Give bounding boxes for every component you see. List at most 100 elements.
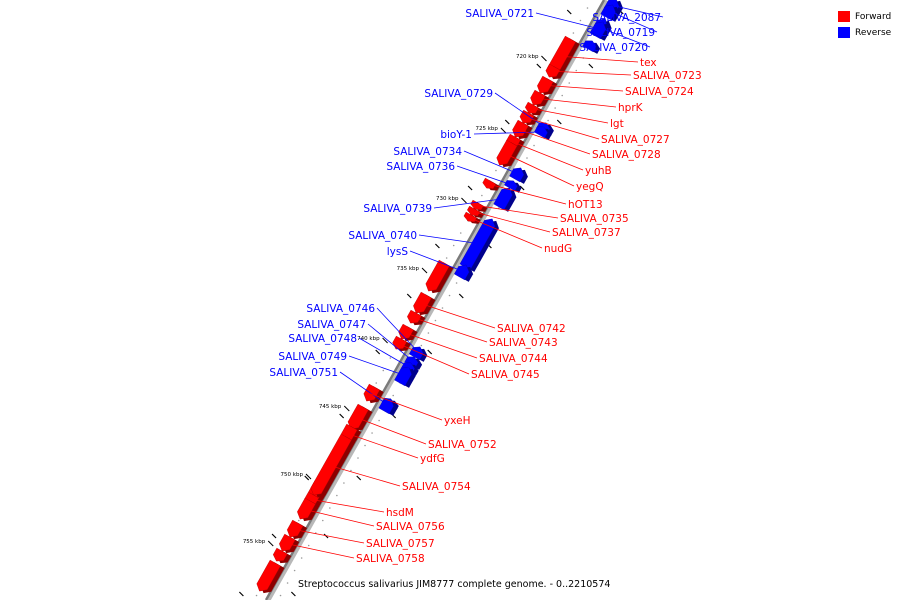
major-tick (290, 591, 296, 597)
gene-saliva_0742-label: SALIVA_0742 (497, 323, 566, 335)
major-tick (556, 119, 562, 125)
gene-saliva_0724-label: SALIVA_0724 (625, 86, 694, 98)
minor-tick (286, 582, 289, 584)
minor-tick (568, 82, 571, 84)
major-tick (339, 413, 345, 419)
minor-tick (561, 94, 564, 97)
gene-saliva_0719-leader (610, 11, 658, 33)
gene-feature (582, 40, 597, 53)
gene-hsdm-label: hsdM (386, 507, 414, 519)
gene-yxeh-leader (368, 392, 443, 421)
minor-tick (579, 19, 582, 22)
minor-tick (371, 432, 373, 434)
scale-label: 735 kbp (397, 266, 420, 272)
minor-tick (357, 457, 359, 459)
gene-lyss-label: lysS (387, 246, 409, 258)
gene-nudg-leader (467, 216, 543, 249)
minor-tick (392, 394, 395, 397)
major-tick (588, 63, 594, 69)
gene-feature (256, 559, 281, 592)
gene-ydfg-label: ydfG (420, 453, 445, 465)
major-tick (375, 349, 381, 355)
gene-saliva_0719-feature (600, 4, 616, 21)
gene-saliva_0739-label: SALIVA_0739 (363, 203, 432, 215)
gene-hot13-feature (482, 177, 496, 189)
minor-tick (293, 569, 296, 572)
major-tick (504, 119, 510, 125)
minor-tick (389, 357, 392, 359)
gene-yxeh-label: yxeH (444, 415, 470, 427)
major-tick (427, 349, 433, 355)
gene-saliva_0754-label: SALIVA_0754 (402, 481, 471, 493)
gene-saliva_0719-label: SALIVA_0719 (586, 27, 655, 39)
gene-saliva_0743-feature (407, 309, 422, 324)
gene-saliva_0754-feature (310, 433, 352, 496)
legend-forward: Forward (838, 9, 898, 24)
gene-saliva_0749-label: SALIVA_0749 (278, 351, 347, 363)
gene-saliva_0740-label: SALIVA_0740 (348, 230, 417, 242)
minor-tick (441, 307, 444, 309)
gene-saliva_0744-label: SALIVA_0744 (479, 353, 548, 365)
major-tick (356, 475, 362, 481)
gene-yuhb-label: yuhB (585, 165, 612, 177)
minor-tick (495, 169, 497, 172)
major-tick (566, 9, 572, 15)
scale-label: 745 kbp (319, 404, 342, 410)
major-tick (458, 293, 464, 299)
scale-tick (343, 405, 350, 412)
legend-forward-label: Forward (855, 11, 892, 22)
legend: Forward Reverse (838, 9, 898, 41)
gene-saliva_0723-feature (545, 63, 561, 78)
gene-saliva_0751-label: SALIVA_0751 (269, 367, 338, 379)
minor-tick (329, 507, 331, 509)
gene-hprk-label: hprK (618, 102, 644, 114)
minor-tick (321, 519, 324, 522)
gene-nudg-label: nudG (544, 243, 572, 255)
scale-label: 750 kbp (281, 472, 304, 478)
leader-layer (284, 5, 664, 559)
scale-tick (305, 473, 312, 480)
minor-tick (364, 444, 366, 447)
minor-tick (526, 157, 528, 159)
legend-reverse: Reverse (838, 25, 898, 40)
gene-saliva_0736-leader (456, 165, 514, 186)
gene-bioy-1-leader (473, 131, 544, 135)
gene-saliva_0723-label: SALIVA_0723 (633, 70, 702, 82)
tick-layer: 720 kbp 725 kbp 730 kbp 735 kbp 740 kbp 745 k… (238, 7, 624, 597)
gene-hsdm-leader (308, 498, 385, 513)
gene-hot13-label: hOT13 (568, 199, 603, 211)
minor-tick (575, 69, 578, 72)
gene-saliva_0751-feature (378, 398, 394, 415)
gene-saliva_0745-leader (396, 342, 470, 375)
gene-lgt-leader (529, 107, 609, 124)
major-tick (406, 293, 412, 299)
gene-saliva_0723-leader (550, 70, 632, 76)
gene-saliva_0729-label: SALIVA_0729 (424, 88, 493, 100)
minor-tick (255, 594, 258, 597)
minor-tick (420, 344, 423, 347)
feature-layer (256, 0, 623, 594)
gene-saliva_0740-feature (459, 218, 496, 271)
gene-saliva_0739-leader (433, 197, 507, 209)
gene-hprk-leader (534, 97, 617, 108)
forward-swatch (838, 11, 850, 22)
scale-label: 755 kbp (243, 539, 266, 545)
gene-feature (425, 259, 450, 292)
minor-tick (572, 32, 575, 34)
gene-saliva_0727-feature (519, 109, 535, 124)
minor-tick (382, 369, 385, 372)
genome-caption: Streptococcus salivarius JIM8777 complet… (298, 579, 611, 590)
gene-saliva_0756-label: SALIVA_0756 (376, 521, 445, 533)
gene-saliva_0727-label: SALIVA_0727 (601, 134, 670, 146)
gene-saliva_0749-leader (348, 355, 407, 377)
gene-yegq-leader (503, 152, 575, 187)
gene-saliva_0747-leader (367, 323, 415, 363)
gene-saliva_0736-label: SALIVA_0736 (386, 161, 455, 173)
gene-saliva_0756-leader (303, 508, 375, 527)
gene-yegq-feature (496, 139, 518, 166)
scale-label: 720 kbp (516, 54, 539, 60)
gene-tex-label: tex (640, 57, 657, 69)
scale-tick (382, 337, 388, 344)
minor-tick (279, 594, 282, 597)
gene-saliva_0728-label: SALIVA_0728 (592, 149, 661, 161)
